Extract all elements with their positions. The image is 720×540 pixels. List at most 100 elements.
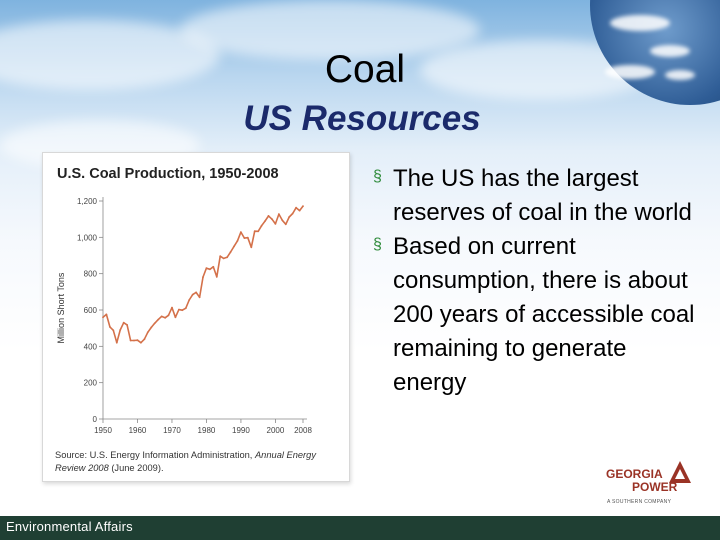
data-point [302,205,304,207]
y-tick-label: 600 [84,306,98,315]
data-point [281,219,284,222]
logo-triangle-icon [669,461,691,483]
x-tick-label: 1980 [198,426,216,435]
bullet-item: § Based on current consumption, there is… [373,230,703,400]
bullet-marker-icon: § [373,236,382,253]
data-point [178,308,180,311]
slide-title: Coal [324,48,406,91]
data-point [215,276,218,278]
data-point [219,255,222,258]
x-tick-label: 1960 [129,426,147,435]
data-point [267,215,270,217]
slide-subtitle: US Resources [243,99,481,138]
logo-line2: POWER [632,480,678,494]
footer-bar [0,516,720,540]
y-tick-label: 200 [84,379,98,388]
data-point [298,209,301,212]
bullet-text: Based on current consumption, there is a… [393,233,695,396]
data-point [250,246,253,249]
chart-source-line2: Review 2008 (June 2009). [55,463,164,473]
chart-source-end: (June 2009). [109,463,164,473]
data-point [105,313,108,316]
data-point [226,256,229,259]
chart-source-line1: Source: U.S. Energy Information Administ… [55,450,317,460]
data-point [222,257,225,260]
data-point [271,218,273,221]
georgia-power-logo: GEORGIA POWER A SOUTHERN COMPANY [606,460,696,506]
chart-title: U.S. Coal Production, 1950-2008 [57,166,279,182]
y-tick-label: 1,000 [77,233,98,242]
data-point [136,339,139,342]
y-tick-label: 400 [84,342,98,351]
chart-y-axis-label: Million Short Tons [56,272,66,343]
bullet-text: The US has the largest reserves of coal … [393,165,692,226]
data-point [212,265,215,268]
data-point [291,212,294,215]
data-point [240,231,242,233]
data-point [202,276,204,278]
data-point [140,341,142,344]
data-point [160,315,163,318]
data-point [174,316,177,319]
data-point [157,318,160,321]
chart-series [102,205,304,344]
data-point [119,329,122,331]
chart-y-axis: 0 200 400 600 800 1,000 1,200 [77,197,104,424]
data-point [188,299,191,301]
x-tick-label: 2008 [294,426,312,435]
data-point [109,326,111,328]
data-point [126,324,128,326]
data-point [295,206,297,209]
logo-tagline: A SOUTHERN COMPANY [607,499,672,505]
data-point [278,213,280,215]
x-tick-label: 2000 [267,426,285,435]
footer-label: Environmental Affairs [6,519,133,534]
data-point [243,237,246,239]
data-point [115,341,118,344]
data-point [150,326,153,329]
data-point [122,321,125,324]
data-point [229,251,232,253]
data-point [133,339,135,342]
coal-production-chart: U.S. Coal Production, 1950-2008 Million … [42,152,350,482]
chart-x-axis: 1950 1960 1970 1980 1990 2000 2008 [94,418,312,435]
data-point [233,245,235,248]
data-point [129,339,132,342]
logo-line1: GEORGIA [606,467,663,481]
data-point [171,306,173,309]
data-point [198,296,201,299]
data-point [205,267,208,270]
chart-svg: U.S. Coal Production, 1950-2008 Million … [55,166,317,473]
data-point [191,293,194,296]
data-point [153,322,156,325]
cloud-decoration [180,0,480,60]
x-tick-label: 1950 [94,426,112,435]
data-point [143,338,146,341]
chart-source-italic-part1: Annual Energy [254,450,317,460]
data-point [236,239,239,242]
bullet-item: § The US has the largest reserves of coa… [373,162,703,230]
data-point [102,316,104,319]
data-point [257,230,260,233]
data-point [284,223,287,226]
bullet-list: § The US has the largest reserves of coa… [373,162,703,400]
data-point [195,291,198,294]
series-line [102,205,304,344]
x-tick-label: 1970 [163,426,181,435]
data-point [181,309,184,312]
data-point [274,223,277,225]
data-point [184,307,187,310]
y-tick-label: 0 [93,415,98,424]
data-point [246,236,249,239]
data-point [264,220,266,222]
data-point [164,316,166,319]
x-tick-label: 1990 [232,426,250,435]
data-point [146,331,149,334]
data-point [112,329,115,332]
y-tick-label: 1,200 [77,197,98,206]
chart-source-text: Source: U.S. Energy Information Administ… [55,450,255,460]
data-point [288,216,291,218]
y-tick-label: 800 [84,270,98,279]
data-point [209,268,211,271]
